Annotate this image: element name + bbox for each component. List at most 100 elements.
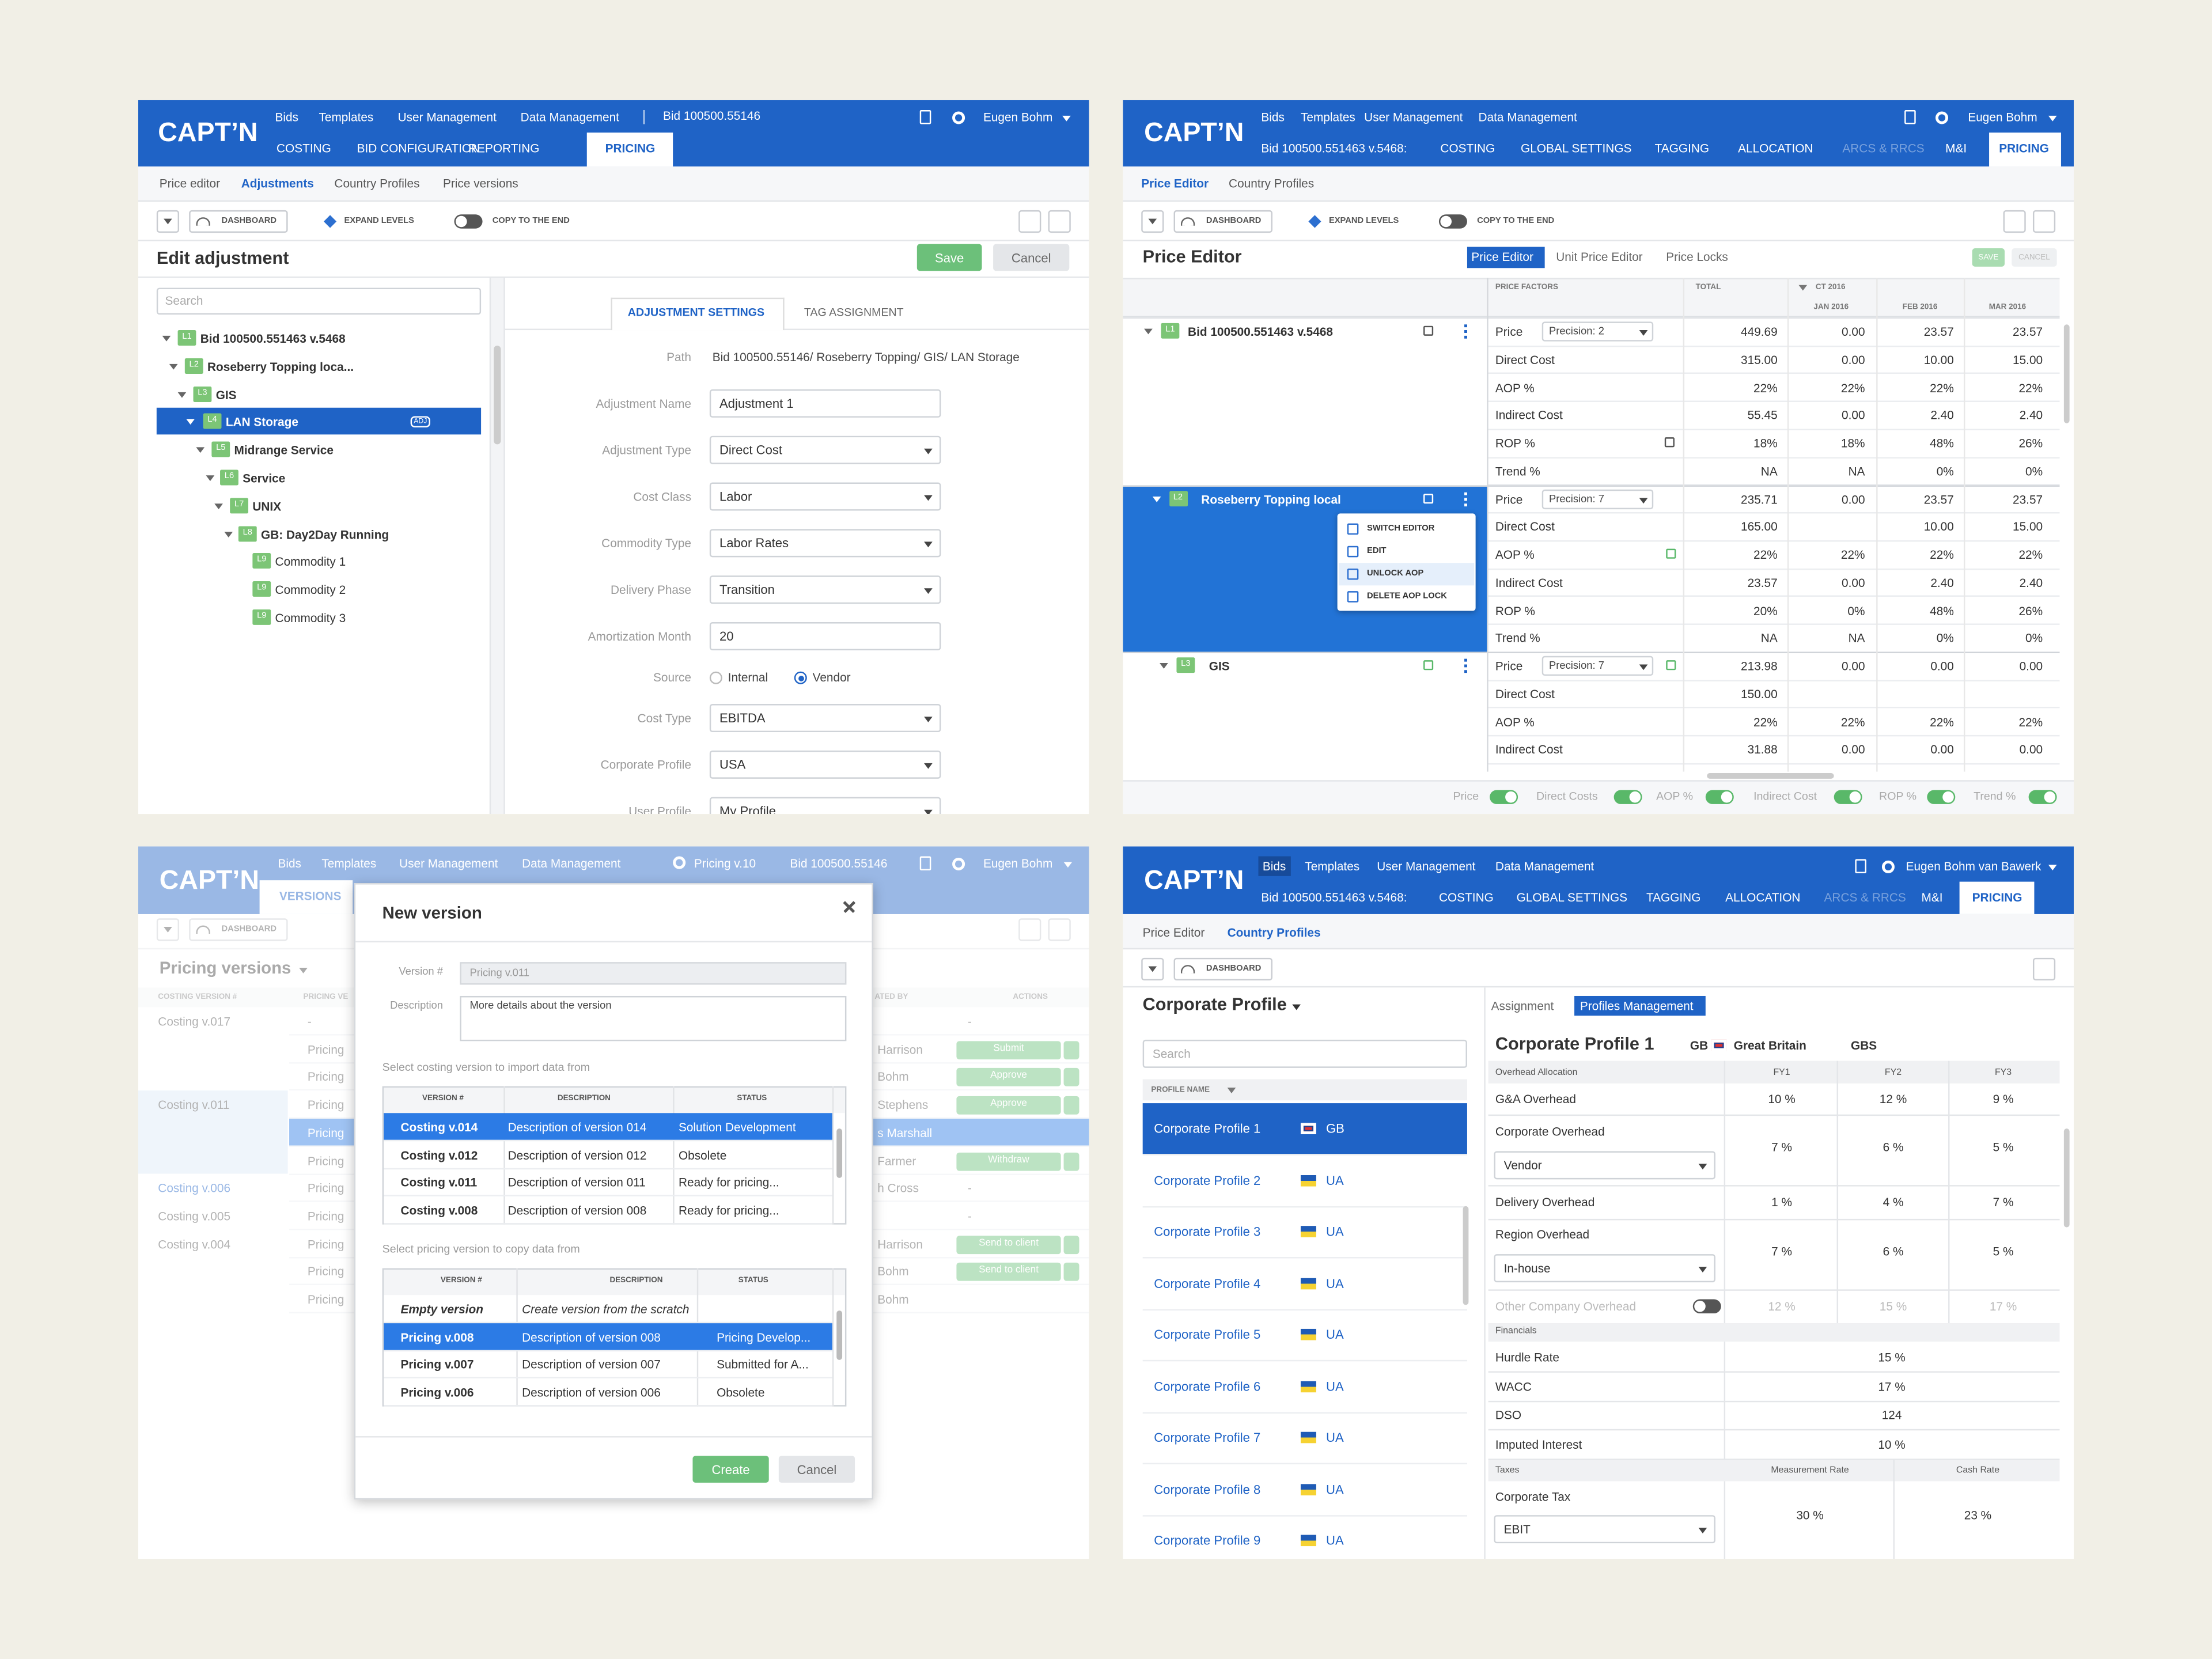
nav-link[interactable]: Bids (275, 110, 299, 124)
search-box[interactable] (1142, 1039, 1467, 1068)
cell[interactable]: Obsolete (678, 1147, 727, 1162)
tab[interactable]: GLOBAL SETTINGS (1516, 890, 1628, 904)
save-button[interactable] (1972, 248, 2005, 267)
cell[interactable]: Submitted for A... (717, 1357, 809, 1372)
tab[interactable]: ARCS & RRCS (1824, 890, 1906, 904)
tab[interactable]: ALLOCATION (1738, 141, 1813, 156)
tab[interactable]: COSTING (276, 141, 331, 156)
tab[interactable]: TAGGING (1654, 141, 1710, 156)
tab[interactable]: COSTING (1438, 890, 1494, 904)
profile-name[interactable]: Corporate Profile 3 (1154, 1224, 1261, 1239)
nav-link[interactable]: User Management (1377, 859, 1476, 873)
nav-link[interactable]: Data Management (1478, 110, 1577, 124)
tab[interactable]: REPORTING (468, 141, 540, 156)
mode-option[interactable]: Unit Price Editor (1556, 249, 1643, 264)
group-label[interactable]: Roseberry Topping local (1201, 491, 1341, 506)
user-name[interactable]: Eugen Bohm (983, 110, 1053, 124)
filter-button[interactable] (1141, 957, 1164, 981)
radio[interactable] (709, 671, 722, 684)
tree-label[interactable]: LAN Storage (225, 415, 298, 430)
subtab[interactable]: Price Editor (1141, 176, 1209, 191)
form-tab[interactable]: TAG ASSIGNMENT (804, 306, 904, 319)
tab[interactable]: PRICING (1972, 890, 2022, 904)
tab[interactable]: ARCS & RRCS (1842, 141, 1925, 156)
toolbar-icon[interactable] (1018, 210, 1041, 233)
menu-item[interactable]: SWITCH EDITOR (1367, 525, 1435, 533)
dashboard-button[interactable] (189, 210, 288, 233)
cell[interactable]: Create version from the scratch (522, 1302, 690, 1316)
subtab[interactable]: Price versions (442, 176, 518, 191)
input[interactable] (1494, 1515, 1715, 1544)
cell[interactable]: Costing v.012 (400, 1147, 478, 1162)
subtab[interactable]: Price Editor (1142, 925, 1205, 940)
toolbar-icon[interactable] (2003, 210, 2026, 233)
precision-select[interactable] (1541, 656, 1654, 676)
subtab[interactable]: Adjustments (241, 176, 314, 191)
radio[interactable] (794, 671, 807, 684)
filter-button[interactable] (156, 210, 180, 233)
profile-name[interactable]: Corporate Profile 5 (1154, 1327, 1261, 1342)
dashboard-button[interactable] (1173, 957, 1272, 981)
profile-name[interactable]: Corporate Profile 2 (1154, 1173, 1261, 1187)
tree-label[interactable]: Commodity 2 (275, 582, 346, 597)
cell[interactable]: Description of version 007 (522, 1357, 661, 1372)
precision-select[interactable] (1541, 488, 1654, 509)
tree-label[interactable]: GIS (215, 387, 237, 402)
input[interactable] (709, 704, 941, 733)
expand-label[interactable]: EXPAND LEVELS (344, 217, 414, 226)
tab[interactable]: PRICING (605, 141, 656, 156)
tab[interactable]: PRICING (1999, 141, 2049, 156)
dashboard-button[interactable] (1173, 210, 1272, 233)
profile-name[interactable]: Corporate Profile 1 (1154, 1121, 1261, 1136)
user-name[interactable]: Eugen Bohm (1968, 110, 2037, 124)
view-option[interactable]: Profiles Management (1580, 998, 1694, 1013)
input[interactable] (709, 750, 941, 779)
cell[interactable]: Empty version (400, 1302, 483, 1316)
tree-label[interactable]: Commodity 1 (275, 555, 346, 569)
subtab[interactable]: Country Profiles (1227, 925, 1321, 940)
input[interactable] (709, 797, 941, 815)
tab[interactable]: COSTING (1440, 141, 1495, 156)
form-tab[interactable]: ADJUSTMENT SETTINGS (627, 306, 765, 319)
menu-item[interactable]: EDIT (1367, 547, 1387, 556)
group-label[interactable]: GIS (1209, 658, 1230, 673)
profile-name[interactable]: Corporate Profile 7 (1154, 1430, 1261, 1445)
input[interactable] (709, 389, 941, 418)
profile-name[interactable]: Corporate Profile 6 (1154, 1378, 1261, 1393)
expand-label[interactable]: EXPAND LEVELS (1328, 217, 1399, 226)
nav-link[interactable]: Data Management (520, 110, 619, 124)
subtab[interactable]: Price editor (159, 176, 221, 191)
cell[interactable]: Obsolete (717, 1385, 765, 1400)
toolbar-icon[interactable] (2032, 957, 2056, 981)
cell[interactable]: Pricing v.008 (400, 1330, 474, 1344)
mode-option[interactable]: Price Editor (1471, 249, 1533, 264)
tab[interactable]: M&I (1945, 141, 1967, 156)
input[interactable] (709, 575, 941, 604)
menu-item[interactable]: DELETE AOP LOCK (1367, 592, 1447, 601)
save-button[interactable] (916, 244, 982, 271)
cell[interactable]: Costing v.014 (400, 1120, 478, 1134)
tab[interactable]: BID CONFIGURATION (357, 141, 480, 156)
settings-icon[interactable] (1881, 860, 1895, 873)
cell[interactable]: Ready for pricing... (678, 1175, 779, 1190)
cell[interactable]: Pricing v.006 (400, 1385, 474, 1400)
profile-name[interactable]: Corporate Profile 8 (1154, 1482, 1261, 1497)
cell[interactable]: Ready for pricing... (678, 1203, 779, 1218)
cancel-button[interactable] (2012, 248, 2057, 267)
cell[interactable]: Solution Development (678, 1120, 796, 1134)
cell[interactable]: Description of version 008 (507, 1203, 647, 1218)
nav-link[interactable]: Bids (1261, 110, 1285, 124)
nav-link[interactable]: User Management (1364, 110, 1463, 124)
subtab[interactable]: Country Profiles (334, 176, 420, 191)
nav-link[interactable]: Templates (1300, 110, 1355, 124)
tree-label[interactable]: Roseberry Topping loca... (207, 359, 354, 374)
profile-name[interactable]: Corporate Profile 9 (1154, 1533, 1261, 1548)
input[interactable] (709, 622, 941, 650)
more-icon[interactable] (1464, 658, 1467, 673)
cell[interactable]: Costing v.011 (400, 1175, 478, 1190)
settings-icon[interactable] (1936, 111, 1949, 124)
input[interactable] (709, 529, 941, 558)
nav-link[interactable]: Data Management (1495, 859, 1594, 873)
tab[interactable]: GLOBAL SETTINGS (1521, 141, 1632, 156)
more-icon[interactable] (1464, 324, 1467, 339)
